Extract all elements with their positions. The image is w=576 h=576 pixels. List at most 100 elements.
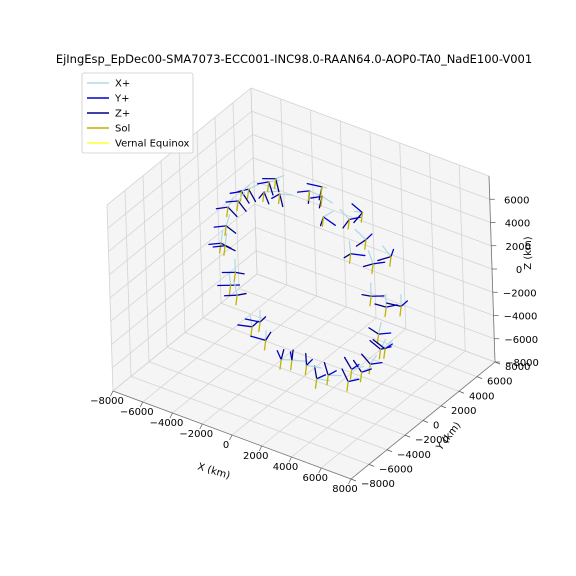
z-tick-label: −4000 [504, 312, 538, 323]
y-tick-mark [440, 405, 447, 409]
y-plus-vector [225, 200, 239, 203]
y-tick-mark [404, 434, 411, 438]
x-plus-vector [348, 240, 352, 255]
z-axis-label: Z (km) [523, 236, 534, 269]
sun-vector [349, 368, 353, 380]
y-plus-vector [250, 335, 267, 342]
grid-line-y-floor [166, 346, 406, 436]
y-plus-vector [306, 182, 323, 188]
grid-line-y-floor [130, 375, 370, 465]
sun-vector [236, 200, 239, 212]
sun-vector [326, 374, 329, 386]
x-plus-vector [263, 190, 279, 193]
z-plus-vector [280, 349, 285, 361]
x-tick-mark [169, 412, 173, 419]
y-tick-mark [350, 478, 357, 482]
z-tick-label: 0 [516, 265, 522, 276]
sun-vector [359, 371, 363, 383]
x-plus-vector [227, 197, 234, 208]
x-plus-vector [308, 190, 321, 197]
z-plus-vector [263, 191, 270, 205]
y-tick-label: 0 [433, 421, 439, 432]
sun-vector [384, 306, 387, 318]
axis-lines [110, 175, 501, 485]
y-plus-vector [372, 261, 386, 265]
z-tick-label: 2000 [506, 242, 531, 253]
legend-label: Z+ [115, 109, 130, 120]
sun-vector [314, 378, 318, 389]
y-tick-mark [368, 464, 375, 467]
sun-vector [307, 190, 311, 202]
z-tick-label: 4000 [505, 219, 530, 230]
y-plus-vector [316, 374, 327, 380]
y-tick-label: −2000 [415, 435, 449, 446]
z-plus-vector [323, 362, 329, 376]
grid-line-z-left [111, 250, 257, 369]
y-plus-vector [351, 203, 364, 214]
z-plus-vector [341, 368, 349, 383]
z-plus-vector [224, 245, 236, 252]
x-tick-label: −4000 [150, 418, 184, 429]
y-plus-vector [212, 245, 226, 248]
sun-vector [348, 253, 352, 264]
sun-vector [277, 193, 281, 205]
z-plus-vector [369, 339, 382, 350]
sun-vector [279, 358, 282, 370]
x-tick-mark [318, 467, 322, 474]
sun-vector [273, 178, 277, 189]
sun-vector [320, 195, 323, 207]
z-plus-vector [374, 303, 387, 308]
y-plus-vector [347, 378, 360, 383]
y-plus-vector [390, 248, 395, 258]
z-plus-vector [237, 200, 247, 212]
z-plus-vector [342, 218, 350, 229]
sun-vector [320, 186, 323, 197]
z-plus-vector [313, 365, 318, 380]
y-plus-vector [296, 190, 311, 193]
z-tick-label: −2000 [503, 288, 537, 299]
grid-line-z-left [109, 180, 255, 299]
x-plus-vector [321, 186, 328, 189]
y-plus-vector [215, 206, 229, 210]
grid-line-z-left [108, 157, 254, 276]
sun-vector [258, 321, 261, 333]
sun-vector [250, 326, 253, 337]
z-plus-vector [265, 331, 272, 342]
y-plus-vector [223, 294, 238, 297]
z-plus-vector [305, 352, 308, 366]
z-plus-vector [240, 190, 250, 204]
x-plus-vector [291, 359, 309, 362]
z-tick-label: 6000 [504, 195, 529, 206]
sun-vector [246, 188, 250, 200]
z-plus-vector [291, 349, 294, 361]
z-plus-vector [268, 181, 274, 196]
x-plus-vector [367, 250, 374, 265]
z-plus-vector [279, 193, 284, 208]
x-plus-vector [237, 191, 245, 202]
y-tick-label: −4000 [397, 450, 431, 461]
legend-label: X+ [115, 79, 130, 90]
y-tick-mark [422, 420, 429, 423]
x-plus-vector [233, 281, 238, 296]
sun-vector [378, 348, 382, 360]
legend-label: Y+ [114, 94, 130, 105]
y-plus-vector [208, 242, 222, 246]
z-plus-vector [251, 320, 259, 328]
sun-vector [376, 333, 380, 345]
z-plus-vector [227, 206, 238, 218]
z-plus-vector [386, 302, 402, 308]
x-tick-label: 4000 [273, 462, 298, 473]
x-tick-label: −6000 [120, 407, 154, 418]
sun-vector [224, 225, 227, 237]
x-tick-label: 2000 [243, 451, 268, 462]
x-plus-vector [354, 228, 367, 241]
grid-line-z-left [108, 134, 253, 252]
x-plus-vector [268, 179, 280, 183]
x-plus-vector [225, 214, 231, 227]
z-tick-label: −8000 [505, 358, 539, 369]
sun-vector [290, 359, 293, 371]
x-tick-label: −8000 [90, 396, 124, 407]
y-tick-label: 2000 [451, 406, 476, 417]
x-plus-vector [220, 230, 224, 244]
